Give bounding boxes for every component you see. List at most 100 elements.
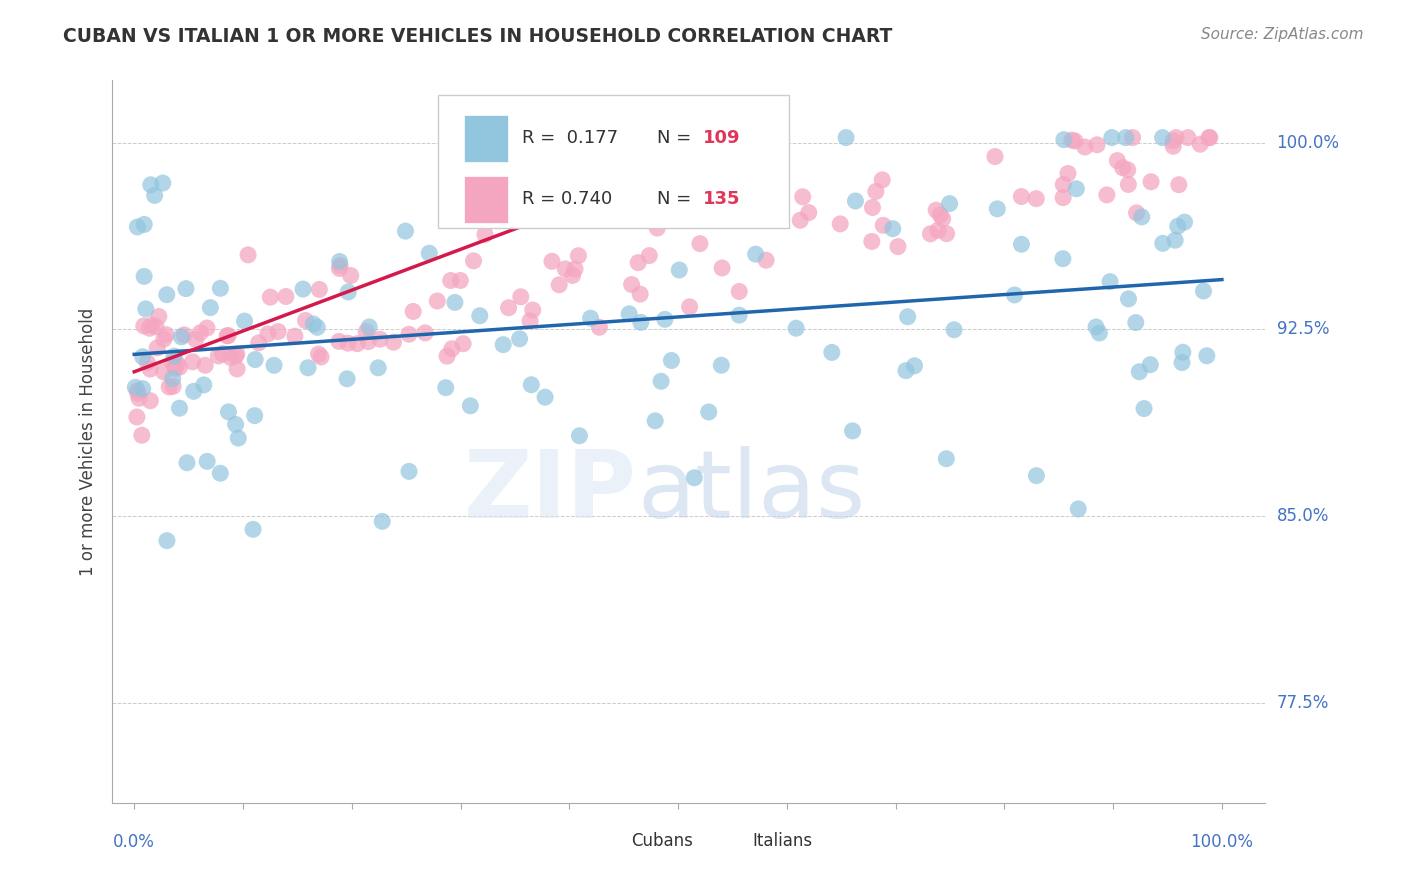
Point <box>225 347 247 361</box>
Point <box>166 357 188 371</box>
Point <box>441 130 464 145</box>
Point <box>862 201 884 215</box>
Point <box>181 355 204 369</box>
Point <box>630 315 652 329</box>
FancyBboxPatch shape <box>464 114 508 161</box>
Point <box>534 390 557 404</box>
Text: N =: N = <box>657 129 696 147</box>
Point <box>860 235 883 249</box>
Point <box>463 253 485 268</box>
Point <box>357 334 380 349</box>
Point <box>418 246 440 260</box>
Point <box>1152 236 1174 251</box>
Point <box>402 304 425 318</box>
Point <box>153 332 176 346</box>
Point <box>711 260 734 275</box>
Point <box>931 211 953 226</box>
Point <box>474 227 496 242</box>
Point <box>548 277 571 292</box>
Point <box>209 281 232 295</box>
Point <box>368 332 391 346</box>
Point <box>328 261 350 276</box>
Point <box>183 384 205 399</box>
Point <box>1111 161 1133 175</box>
Point <box>689 236 711 251</box>
Point <box>398 327 420 342</box>
Point <box>821 345 844 359</box>
Point <box>170 330 193 344</box>
Point <box>309 350 332 364</box>
Point <box>336 372 359 386</box>
Point <box>284 329 307 343</box>
Point <box>134 269 156 284</box>
Point <box>1164 130 1187 145</box>
Point <box>225 349 247 363</box>
Point <box>627 255 650 269</box>
Point <box>697 405 720 419</box>
Point <box>1074 140 1097 154</box>
Point <box>728 308 751 322</box>
Point <box>654 312 676 326</box>
Point <box>131 428 153 442</box>
Point <box>209 467 232 481</box>
Point <box>1198 130 1220 145</box>
Text: N =: N = <box>657 191 696 209</box>
Point <box>1189 137 1212 152</box>
Text: ZIP: ZIP <box>464 446 637 538</box>
Point <box>329 254 352 268</box>
Point <box>887 239 910 253</box>
Point <box>188 326 211 340</box>
Point <box>346 336 368 351</box>
Point <box>434 381 457 395</box>
Point <box>195 454 218 468</box>
Point <box>1052 178 1074 192</box>
Point <box>520 377 543 392</box>
Point <box>354 325 377 339</box>
Point <box>844 194 866 208</box>
Point <box>302 317 325 331</box>
Point <box>1067 502 1090 516</box>
Point <box>449 273 471 287</box>
Point <box>1139 358 1161 372</box>
Text: 100.0%: 100.0% <box>1277 134 1340 152</box>
Point <box>567 249 589 263</box>
Point <box>413 326 436 340</box>
Point <box>243 352 266 367</box>
Point <box>339 268 361 283</box>
Point <box>243 409 266 423</box>
Point <box>870 173 893 187</box>
FancyBboxPatch shape <box>437 95 789 228</box>
Point <box>143 188 166 202</box>
Point <box>865 185 887 199</box>
Point <box>169 359 191 374</box>
Point <box>509 290 531 304</box>
Point <box>1052 191 1074 205</box>
Point <box>588 320 610 334</box>
Point <box>1085 137 1108 152</box>
Point <box>579 311 602 326</box>
Point <box>498 301 520 315</box>
Point <box>132 318 155 333</box>
Text: 92.5%: 92.5% <box>1277 320 1329 338</box>
Point <box>193 377 215 392</box>
FancyBboxPatch shape <box>464 176 508 223</box>
Point <box>1125 206 1147 220</box>
Point <box>554 261 576 276</box>
Point <box>329 259 352 273</box>
Point <box>217 328 239 343</box>
Point <box>174 282 197 296</box>
Point <box>145 319 167 334</box>
Point <box>165 361 187 376</box>
Point <box>561 268 583 283</box>
Point <box>489 211 512 226</box>
Point <box>1198 130 1220 145</box>
Point <box>509 332 531 346</box>
Point <box>723 186 745 200</box>
Text: 100.0%: 100.0% <box>1191 833 1253 851</box>
Point <box>207 349 229 363</box>
Point <box>1122 130 1144 145</box>
Point <box>1098 275 1121 289</box>
Point <box>308 282 330 296</box>
Point <box>259 290 281 304</box>
Point <box>830 217 852 231</box>
